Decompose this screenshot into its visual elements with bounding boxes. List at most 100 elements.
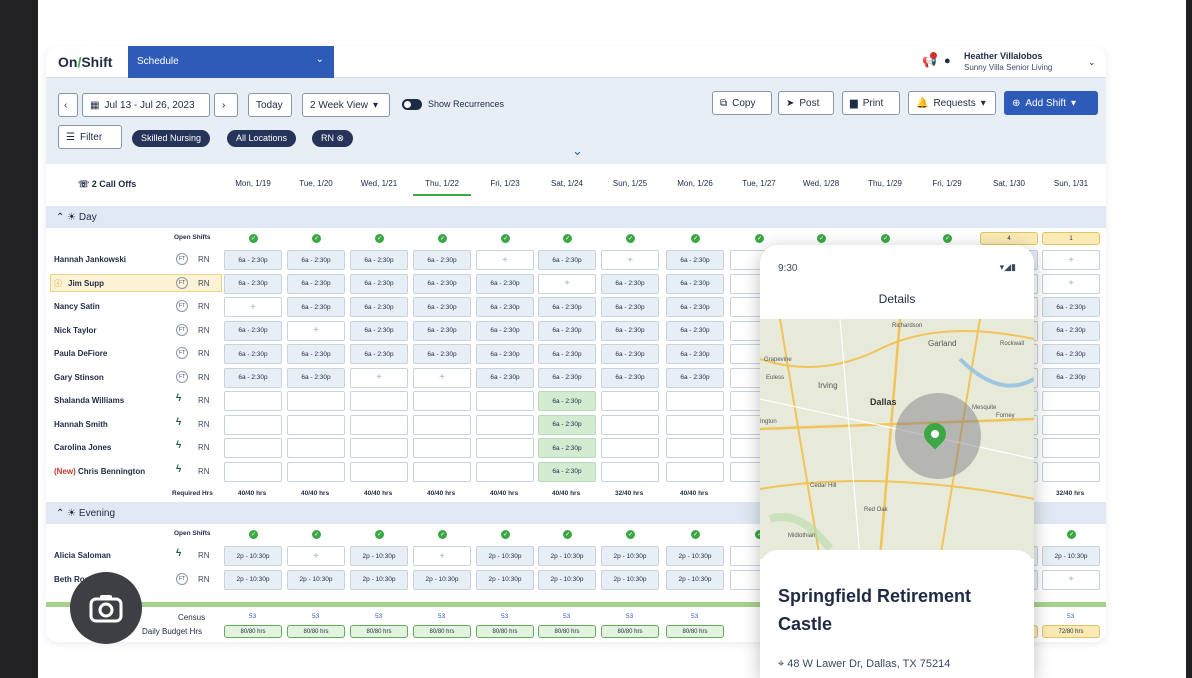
staff-name[interactable]: Nick Taylor [54, 326, 97, 335]
day-header[interactable]: Tue, 1/20 [299, 179, 333, 188]
shift-cell[interactable]: 6a - 2:30p [287, 250, 345, 270]
shift-cell[interactable]: 6a - 2:30p [476, 344, 534, 364]
view-select[interactable]: 2 Week View ▾ [302, 93, 390, 117]
shift-cell[interactable] [1042, 461, 1100, 482]
location-map[interactable]: Richardson Garland Rockwall Irving Dalla… [760, 319, 1034, 559]
shift-cell[interactable] [601, 461, 659, 482]
shift-cell[interactable]: 6a - 2:30p [538, 414, 596, 435]
shift-cell[interactable]: 6a - 2:30p [350, 273, 408, 294]
next-range-button[interactable]: › [214, 93, 238, 117]
day-header[interactable]: Fri, 1/23 [490, 179, 520, 188]
shift-cell[interactable]: 6a - 2:30p [538, 391, 596, 411]
shift-cell[interactable]: 6a - 2:30p [413, 297, 471, 317]
shift-cell[interactable]: 2p - 10:30p [287, 569, 345, 590]
staff-name[interactable]: Carolina Jones [54, 443, 111, 452]
shift-cell[interactable]: 6a - 2:30p [224, 367, 282, 388]
staff-name[interactable]: Gary Stinson [54, 373, 104, 382]
shift-cell[interactable] [666, 414, 724, 435]
staff-name[interactable]: Paula DeFiore [54, 349, 107, 358]
shift-cell[interactable] [601, 438, 659, 458]
shift-cell[interactable]: 2p - 10:30p [224, 546, 282, 566]
shift-cell[interactable]: 6a - 2:30p [350, 250, 408, 270]
date-range-picker[interactable]: ▦ Jul 13 - Jul 26, 2023 [82, 93, 210, 117]
expand-filters-icon[interactable]: ⌄ [572, 143, 583, 158]
shift-cell[interactable] [476, 438, 534, 458]
day-header[interactable]: Sun, 1/25 [612, 179, 648, 188]
shift-cell[interactable] [350, 414, 408, 435]
shift-cell[interactable]: 6a - 2:30p [413, 250, 471, 270]
shift-cell[interactable] [1042, 414, 1100, 435]
staff-name[interactable]: Jim Supp [68, 279, 104, 288]
day-header[interactable]: Sun, 1/31 [1053, 179, 1089, 188]
staff-name[interactable]: Shalanda Williams [54, 396, 124, 405]
shift-cell[interactable] [601, 414, 659, 435]
shift-cell[interactable] [476, 461, 534, 482]
shift-cell[interactable] [224, 414, 282, 435]
shift-cell[interactable] [287, 391, 345, 411]
chevron-down-icon[interactable]: ⌄ [1088, 57, 1096, 67]
shift-cell[interactable] [350, 461, 408, 482]
shift-cell[interactable]: + [287, 320, 345, 341]
shift-cell[interactable] [287, 414, 345, 435]
shift-cell[interactable]: 6a - 2:30p [413, 344, 471, 364]
day-header[interactable]: Sat, 1/30 [992, 179, 1026, 188]
shift-cell[interactable]: 6a - 2:30p [1042, 320, 1100, 341]
shift-cell[interactable]: 2p - 10:30p [538, 569, 596, 590]
shift-cell[interactable]: 6a - 2:30p [666, 297, 724, 317]
shift-cell[interactable] [287, 438, 345, 458]
shift-cell[interactable]: 6a - 2:30p [666, 320, 724, 341]
filter-button[interactable]: ☰ Filter [58, 125, 122, 149]
shift-cell[interactable]: + [413, 367, 471, 388]
copy-button[interactable]: ⧉ Copy [712, 91, 772, 115]
shift-cell[interactable] [666, 391, 724, 411]
shift-cell[interactable]: 6a - 2:30p [476, 367, 534, 388]
shift-cell[interactable]: 6a - 2:30p [538, 438, 596, 458]
shift-cell[interactable]: + [1042, 250, 1100, 270]
shift-cell[interactable]: 6a - 2:30p [666, 367, 724, 388]
call-offs-link[interactable]: ☏ 2 Call Offs [78, 179, 136, 190]
shift-cell[interactable]: 6a - 2:30p [413, 320, 471, 341]
close-icon[interactable]: ⊗ [336, 133, 345, 143]
shift-cell[interactable]: 2p - 10:30p [1042, 546, 1100, 566]
user-name[interactable]: Heather Villalobos [964, 51, 1043, 61]
shift-cell[interactable] [224, 438, 282, 458]
shift-cell[interactable]: 6a - 2:30p [476, 320, 534, 341]
shift-cell[interactable] [350, 391, 408, 411]
shift-cell[interactable]: 2p - 10:30p [476, 569, 534, 590]
shift-cell[interactable]: 6a - 2:30p [601, 367, 659, 388]
shift-cell[interactable]: 2p - 10:30p [601, 546, 659, 566]
day-header[interactable]: Tue, 1/27 [742, 179, 776, 188]
shift-cell[interactable] [224, 461, 282, 482]
day-header[interactable]: Wed, 1/21 [360, 179, 398, 188]
shift-cell[interactable]: 2p - 10:30p [224, 569, 282, 590]
shift-cell[interactable]: 2p - 10:30p [538, 546, 596, 566]
shift-cell[interactable]: 6a - 2:30p [538, 461, 596, 482]
shift-cell[interactable]: 2p - 10:30p [666, 569, 724, 590]
shift-cell[interactable]: 2p - 10:30p [666, 546, 724, 566]
shift-cell[interactable]: 6a - 2:30p [350, 297, 408, 317]
staff-name[interactable]: Hannah Jankowski [54, 255, 126, 264]
shift-cell[interactable]: 2p - 10:30p [476, 546, 534, 566]
shift-cell[interactable]: 6a - 2:30p [601, 297, 659, 317]
day-header[interactable]: Sat, 1/24 [550, 179, 584, 188]
open-shift-count[interactable]: 4 [980, 232, 1038, 245]
shift-cell[interactable]: 6a - 2:30p [538, 367, 596, 388]
staff-name[interactable]: Nancy Satin [54, 302, 100, 311]
day-section-header[interactable]: ⌃ ☀ Day [46, 206, 1106, 228]
user-location[interactable]: Sunny Villa Senior Living [964, 63, 1053, 72]
shift-cell[interactable]: 6a - 2:30p [350, 320, 408, 341]
day-header[interactable]: Mon, 1/19 [235, 179, 271, 188]
shift-cell[interactable]: 2p - 10:30p [350, 569, 408, 590]
shift-cell[interactable]: 6a - 2:30p [538, 344, 596, 364]
shift-cell[interactable] [666, 438, 724, 458]
print-button[interactable]: ▆ Print [842, 91, 900, 115]
shift-cell[interactable]: + [1042, 273, 1100, 294]
shift-cell[interactable]: 2p - 10:30p [413, 569, 471, 590]
shift-cell[interactable] [476, 414, 534, 435]
module-dropdown[interactable]: Schedule ⌄ [128, 46, 334, 78]
shift-cell[interactable]: + [350, 367, 408, 388]
staff-name[interactable]: Alicia Saloman [54, 551, 111, 560]
shift-cell[interactable] [1042, 438, 1100, 458]
shift-cell[interactable] [476, 391, 534, 411]
shift-cell[interactable]: 6a - 2:30p [287, 367, 345, 388]
